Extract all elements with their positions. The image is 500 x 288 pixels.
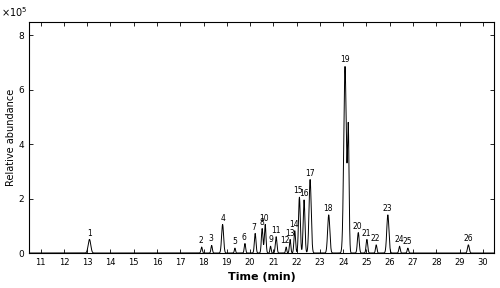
Text: 25: 25 (402, 237, 412, 246)
Text: 12: 12 (280, 236, 290, 245)
Text: 17: 17 (305, 168, 314, 178)
Text: 8: 8 (260, 218, 264, 227)
Text: 26: 26 (463, 234, 472, 243)
Text: $\times$10$^5$: $\times$10$^5$ (1, 5, 28, 19)
Text: 7: 7 (252, 223, 256, 232)
Text: 22: 22 (371, 234, 380, 243)
Text: 2: 2 (198, 236, 203, 245)
Text: 5: 5 (232, 237, 237, 246)
Text: 9: 9 (268, 235, 273, 244)
Text: 20: 20 (353, 222, 362, 231)
Text: 24: 24 (394, 235, 404, 244)
Y-axis label: Relative abundance: Relative abundance (6, 89, 16, 186)
Text: 13: 13 (285, 228, 294, 238)
Text: 19: 19 (340, 55, 350, 64)
Text: 21: 21 (362, 228, 371, 238)
Text: 10: 10 (260, 213, 270, 223)
Text: 23: 23 (382, 204, 392, 213)
Text: 16: 16 (299, 189, 308, 198)
Text: 15: 15 (294, 186, 304, 195)
Text: 4: 4 (220, 213, 225, 223)
Text: 14: 14 (290, 220, 299, 229)
X-axis label: Time (min): Time (min) (228, 272, 296, 283)
Text: 1: 1 (87, 228, 92, 238)
Text: 18: 18 (324, 204, 333, 213)
Text: 3: 3 (208, 234, 214, 243)
Text: 6: 6 (242, 233, 246, 242)
Text: 11: 11 (271, 226, 280, 235)
